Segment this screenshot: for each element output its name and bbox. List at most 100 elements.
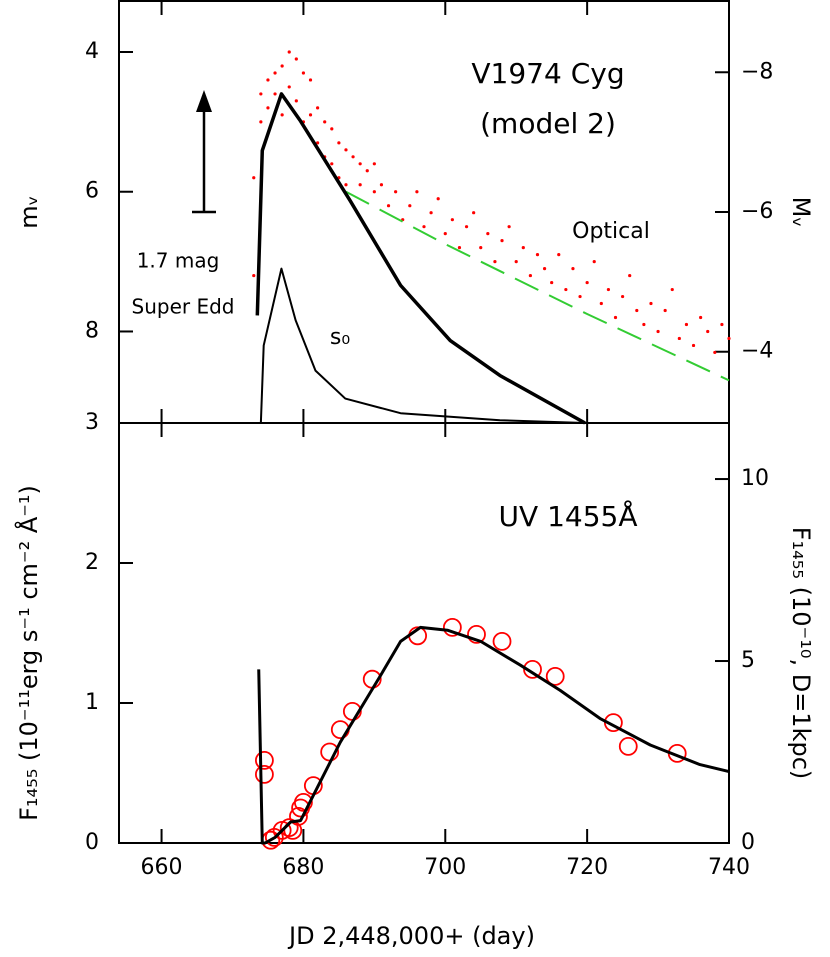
data-circle: [467, 625, 486, 644]
y2-tick-label: 0: [741, 830, 755, 855]
data-dot: [535, 253, 540, 257]
y-tick-label: 0: [85, 830, 99, 855]
data-dot: [344, 183, 348, 187]
y-axis-label: mᵥ: [15, 195, 43, 228]
arrow-head: [196, 90, 212, 112]
data-dot: [330, 127, 334, 131]
data-dot: [557, 253, 561, 257]
y2-tick-label: −4: [741, 339, 773, 364]
data-dot: [464, 225, 469, 229]
data-dot: [677, 336, 681, 341]
data-dot: [486, 232, 490, 236]
data-dot: [663, 308, 667, 313]
y2-tick-label: −6: [741, 199, 773, 224]
data-dot: [266, 78, 270, 82]
x-axis-label: JD 2,448,000+ (day): [287, 922, 535, 950]
data-dot: [621, 294, 625, 299]
data-dot: [507, 225, 511, 229]
data-dot: [635, 308, 639, 313]
data-dot: [259, 92, 263, 96]
data-dot: [280, 113, 284, 117]
bottom-frame: [118, 422, 730, 844]
data-dot: [273, 92, 277, 96]
data-dot: [308, 113, 313, 117]
data-dot: [599, 301, 603, 306]
data-dot: [358, 162, 362, 166]
data-circle: [492, 632, 512, 651]
data-dot: [578, 294, 582, 299]
data-dot: [500, 239, 504, 243]
data-dot: [592, 260, 596, 264]
data-dot: [628, 273, 632, 278]
data-circle: [523, 660, 542, 679]
data-dot: [649, 301, 653, 306]
data-dot: [720, 322, 724, 327]
data-dot: [316, 106, 320, 110]
data-dot: [415, 190, 419, 194]
data-dot: [457, 246, 462, 250]
data-line: [255, 92, 586, 425]
data-dot: [287, 85, 291, 89]
data-dot: [706, 329, 710, 334]
annotation: Super Edd: [132, 295, 235, 319]
data-dot: [514, 260, 518, 264]
y-tick-label: 1: [85, 690, 99, 715]
data-dot: [259, 120, 263, 124]
data-dot: [571, 266, 575, 271]
data-dot: [280, 64, 284, 68]
data-dot: [365, 169, 369, 173]
x-tick-label: 700: [424, 855, 466, 880]
annotation: UV 1455Å: [499, 499, 638, 533]
y-tick-label: 2: [85, 550, 99, 575]
data-dot: [479, 246, 483, 250]
data-dot: [613, 315, 618, 320]
data-dot: [408, 204, 412, 208]
data-dot: [372, 162, 376, 166]
annotation: 1.7 mag: [137, 249, 220, 273]
y2-axis-label: Mᵥ: [787, 197, 815, 228]
data-dot: [443, 232, 447, 236]
data-dot: [606, 287, 611, 292]
data-dot: [287, 50, 291, 54]
data-circle: [289, 807, 308, 826]
data-dot: [358, 183, 362, 187]
data-dot: [266, 106, 270, 110]
data-dot: [521, 246, 525, 250]
data-dot: [294, 99, 298, 103]
data-circle: [545, 667, 565, 686]
annotation: s₀: [330, 325, 350, 350]
data-dot: [386, 204, 391, 208]
data-dot: [472, 211, 476, 215]
x-tick-label: 660: [141, 855, 183, 880]
data-circle: [255, 765, 274, 784]
data-dot: [713, 350, 717, 355]
data-dot: [670, 287, 674, 292]
data-circle: [255, 751, 274, 770]
data-dot: [691, 343, 696, 348]
data-dot: [422, 225, 426, 229]
y2-tick-label: 10: [741, 466, 769, 491]
data-dot: [684, 322, 689, 327]
y-tick-label: 6: [85, 179, 99, 204]
y2-tick-label: −8: [741, 59, 773, 84]
annotation: Optical: [572, 219, 650, 244]
data-dot: [394, 190, 398, 194]
data-dot: [564, 287, 568, 292]
y2-axis-label: F₁₄₅₅ (10⁻¹⁰, D=1kpc): [787, 527, 815, 780]
data-line: [257, 625, 730, 845]
data-dot: [379, 183, 384, 187]
data-line: [259, 267, 586, 424]
y-tick-label: 8: [85, 318, 99, 343]
data-dot: [337, 141, 341, 145]
data-dot: [727, 336, 731, 341]
data-dot: [656, 329, 660, 334]
data-dot: [316, 141, 320, 145]
data-dot: [294, 57, 298, 61]
data-dot: [344, 148, 348, 152]
data-dot: [528, 273, 532, 278]
x-tick-label: 740: [708, 855, 750, 880]
y-tick-label: 4: [85, 39, 99, 64]
data-dot: [301, 71, 306, 75]
